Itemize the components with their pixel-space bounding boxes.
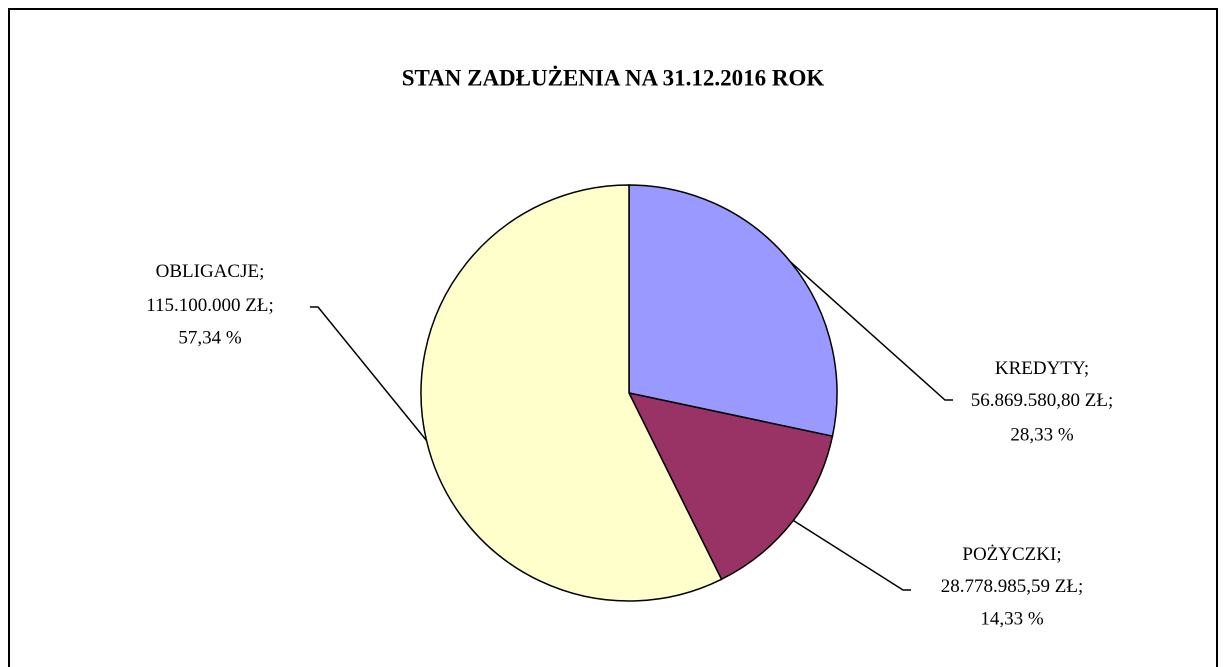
data-label: 115.100.000 ZŁ;: [146, 295, 274, 316]
pie-slice: [420, 184, 723, 602]
label-separator: ;: [1056, 544, 1061, 565]
label-value: 28.778.985,59 ZŁ: [941, 576, 1078, 597]
data-label: 28.778.985,59 ZŁ;: [941, 576, 1084, 597]
data-label: OBLIGACJE;: [156, 261, 265, 282]
label-percentage: 28,33 %: [1010, 424, 1074, 445]
label-value: 115.100.000 ZŁ: [146, 295, 268, 316]
label-separator: ;: [259, 261, 264, 282]
data-label: 56.869.580,80 ZŁ;: [971, 390, 1114, 411]
label-separator: ;: [1084, 358, 1089, 379]
label-percentage: 14,33 %: [980, 608, 1044, 629]
label-separator: ;: [268, 295, 273, 316]
pie-slice: [627, 391, 834, 581]
label-percentage: 57,34 %: [178, 327, 242, 348]
label-separator: ;: [1108, 390, 1113, 411]
label-value: 56.869.580,80 ZŁ: [971, 390, 1108, 411]
data-label: POŻYCZKI;: [962, 544, 1061, 565]
label-category: POŻYCZKI: [962, 544, 1056, 565]
leader-line: [310, 306, 428, 441]
leader-line: [792, 519, 911, 591]
data-label: KREDYTY;: [995, 358, 1089, 379]
pie-slice: [628, 184, 838, 438]
label-separator: ;: [1078, 576, 1083, 597]
leader-line: [790, 261, 953, 401]
label-category: KREDYTY: [995, 358, 1086, 379]
label-category: OBLIGACJE: [156, 261, 259, 282]
chart-title: STAN ZADŁUŻENIA NA 31.12.2016 ROK: [402, 65, 825, 90]
